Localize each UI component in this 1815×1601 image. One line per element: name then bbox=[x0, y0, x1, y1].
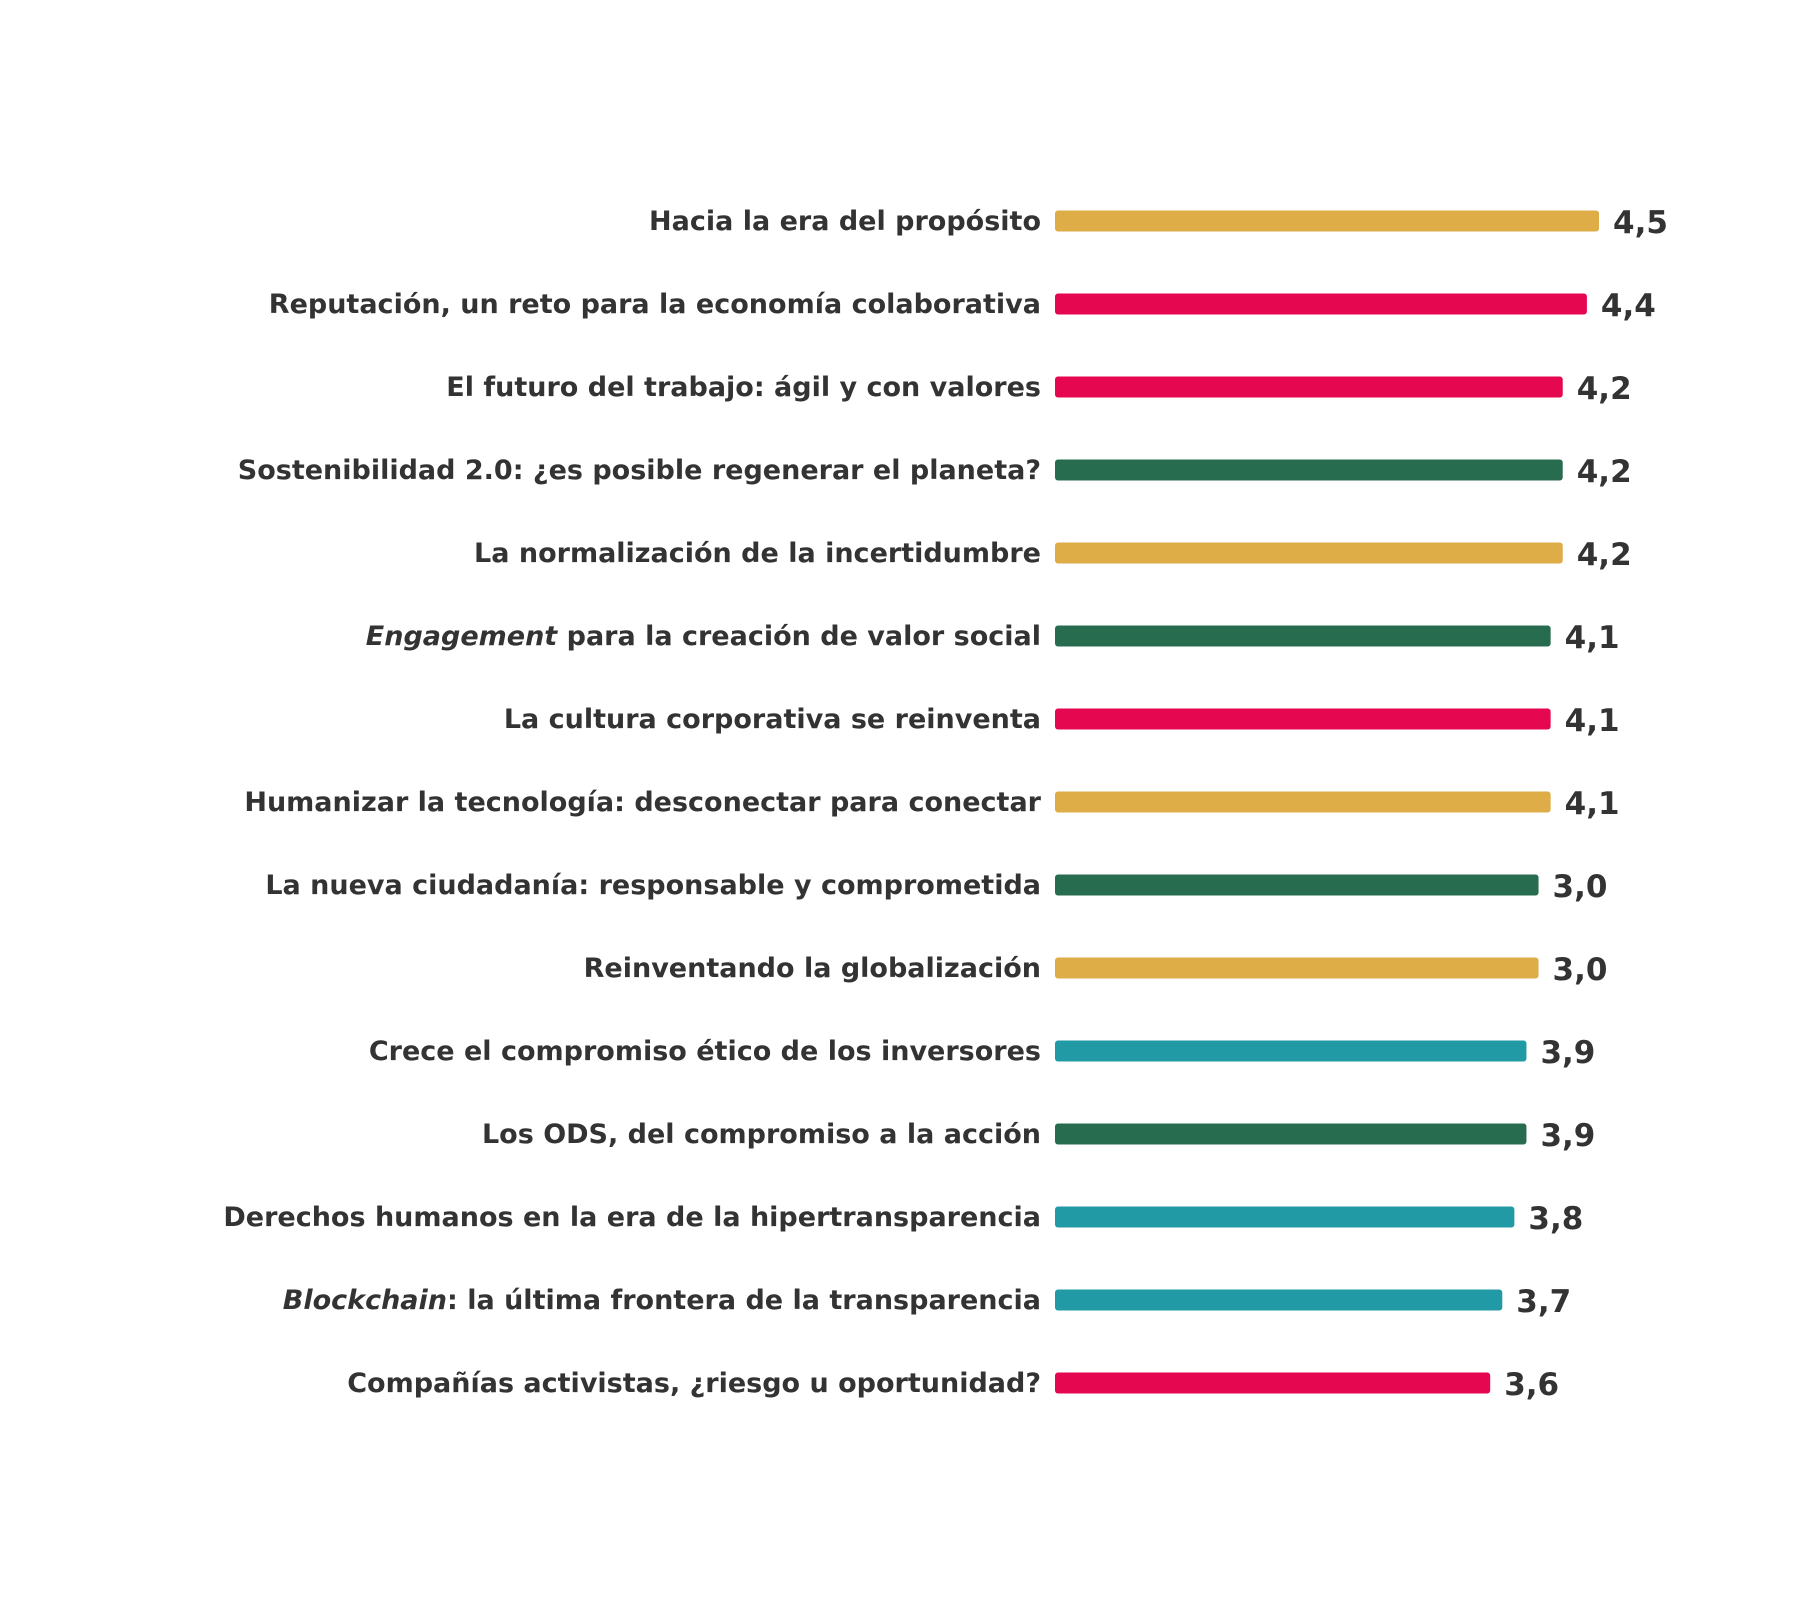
bar bbox=[1055, 874, 1539, 896]
value-label: 4,1 bbox=[1565, 620, 1620, 656]
category-label: La normalización de la incertidumbre bbox=[474, 538, 1041, 569]
category-label: Blockchain: la última frontera de la tra… bbox=[283, 1285, 1041, 1316]
category-label: Compañías activistas, ¿riesgo u oportuni… bbox=[347, 1368, 1041, 1399]
bar bbox=[1055, 957, 1539, 979]
bar bbox=[1055, 1372, 1491, 1394]
category-label: Hacia la era del propósito bbox=[649, 206, 1041, 237]
category-label: Derechos humanos en la era de la hipertr… bbox=[223, 1202, 1041, 1233]
category-label: Crece el compromiso ético de los inverso… bbox=[369, 1036, 1041, 1067]
bar bbox=[1055, 1206, 1515, 1228]
bar bbox=[1055, 210, 1599, 232]
value-label: 3,0 bbox=[1553, 869, 1608, 905]
value-label: 4,5 bbox=[1613, 205, 1668, 241]
bar bbox=[1055, 542, 1563, 564]
value-label: 4,4 bbox=[1601, 288, 1656, 324]
category-label: Engagement para la creación de valor soc… bbox=[366, 621, 1041, 652]
category-label: El futuro del trabajo: ágil y con valore… bbox=[446, 372, 1041, 403]
bar bbox=[1055, 791, 1551, 813]
bar bbox=[1055, 459, 1563, 481]
value-label: 3,7 bbox=[1516, 1284, 1571, 1320]
value-label: 3,9 bbox=[1540, 1118, 1595, 1154]
bar bbox=[1055, 625, 1551, 647]
value-label: 3,8 bbox=[1528, 1201, 1583, 1237]
value-label: 3,0 bbox=[1553, 952, 1608, 988]
bar bbox=[1055, 1289, 1503, 1311]
category-label: La cultura corporativa se reinventa bbox=[504, 704, 1041, 735]
value-label: 4,1 bbox=[1565, 786, 1620, 822]
bar bbox=[1055, 708, 1551, 730]
bar bbox=[1055, 376, 1563, 398]
category-label: Sostenibilidad 2.0: ¿es posible regenera… bbox=[238, 455, 1041, 486]
value-label: 4,2 bbox=[1577, 454, 1632, 490]
bar bbox=[1055, 1123, 1527, 1145]
value-label: 3,6 bbox=[1504, 1367, 1559, 1403]
bar bbox=[1055, 293, 1587, 315]
category-label: Reputación, un reto para la economía col… bbox=[269, 289, 1041, 320]
bar bbox=[1055, 1040, 1527, 1062]
category-label: Los ODS, del compromiso a la acción bbox=[482, 1119, 1041, 1150]
value-label: 4,2 bbox=[1577, 537, 1632, 573]
value-label: 4,1 bbox=[1565, 703, 1620, 739]
value-label: 4,2 bbox=[1577, 371, 1632, 407]
category-label: La nueva ciudadanía: responsable y compr… bbox=[265, 870, 1041, 901]
category-label: Reinventando la globalización bbox=[584, 953, 1041, 984]
value-label: 3,9 bbox=[1540, 1035, 1595, 1071]
category-label: Humanizar la tecnología: desconectar par… bbox=[244, 787, 1041, 818]
